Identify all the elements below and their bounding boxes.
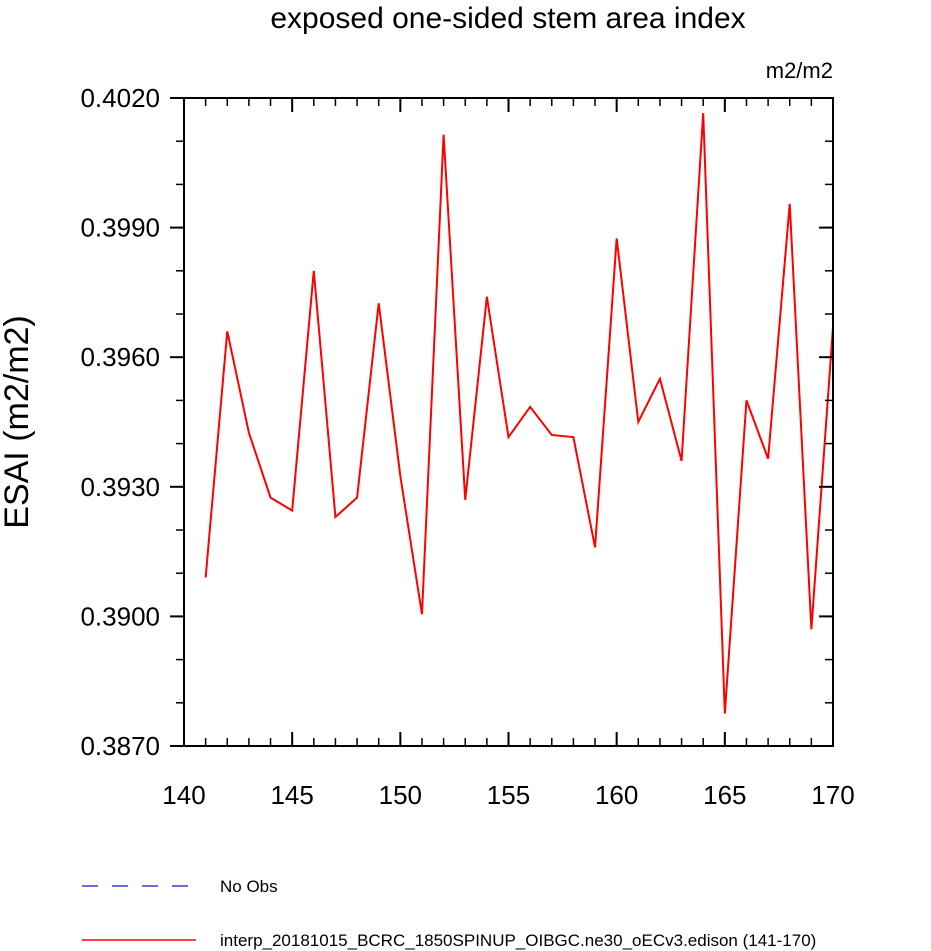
y-axis-label: ESAI (m2/m2) <box>0 315 36 528</box>
plot-frame <box>183 97 834 747</box>
y-tick-label: 0.3870 <box>80 731 160 761</box>
x-tick-label: 160 <box>595 780 638 810</box>
y-tick-label: 0.3930 <box>80 472 160 502</box>
y-tick-label: 0.3990 <box>80 213 160 243</box>
y-tick-label: 0.3960 <box>80 342 160 372</box>
x-tick-label: 170 <box>811 780 854 810</box>
x-axis-ticks: 140 145 150 155 160 165 170 <box>162 98 855 810</box>
y-tick-label: 0.3900 <box>80 601 160 631</box>
plot-lines <box>204 113 834 714</box>
x-tick-label: 165 <box>703 780 746 810</box>
legend-entry-label: interp_20181015_BCRC_1850SPINUP_OIBGC.ne… <box>220 931 816 950</box>
x-tick-label: 150 <box>379 780 422 810</box>
units-label: m2/m2 <box>766 58 833 83</box>
y-tick-label: 0.4020 <box>80 83 160 113</box>
series-line <box>204 113 834 714</box>
chart-title: exposed one-sided stem area index <box>270 2 745 35</box>
legend-entry-label: No Obs <box>220 877 278 896</box>
x-tick-label: 140 <box>162 780 205 810</box>
legend: No Obs interp_20181015_BCRC_1850SPINUP_OI… <box>82 877 816 950</box>
plot-border <box>183 97 834 747</box>
x-tick-label: 145 <box>270 780 313 810</box>
x-tick-label: 155 <box>487 780 530 810</box>
y-axis-ticks: 0.3870 0.3900 0.3930 0.3960 0.3990 0.4020 <box>80 83 833 761</box>
